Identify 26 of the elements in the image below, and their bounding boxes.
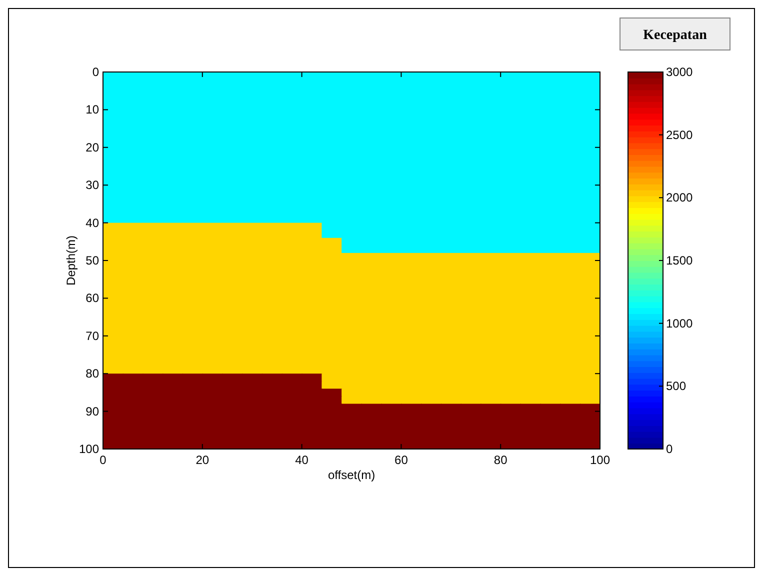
- x-axis-title: offset(m): [328, 468, 376, 482]
- y-tick-label: 50: [86, 254, 100, 268]
- color-bar-title: Kecepatan: [643, 28, 708, 43]
- y-tick-label: 100: [78, 442, 100, 456]
- x-tick-label: 20: [196, 453, 210, 467]
- x-tick-label: 100: [590, 453, 610, 467]
- y-tick-label: 10: [86, 102, 100, 117]
- x-tick-label: 40: [295, 453, 309, 467]
- color-bar-label: 0: [666, 442, 673, 456]
- color-bar-label: 3000: [666, 65, 694, 79]
- color-bar-label: 500: [666, 379, 686, 394]
- y-tick-label: 70: [86, 328, 100, 343]
- y-tick-label: 90: [86, 404, 100, 418]
- y-tick-label: 30: [86, 178, 100, 192]
- color-bar-label: 1000: [666, 316, 694, 330]
- color-bar-label: 1500: [666, 254, 694, 268]
- y-tick-label: 60: [86, 291, 100, 306]
- y-tick-label: 40: [86, 216, 100, 230]
- color-bar-label: 2000: [666, 190, 694, 205]
- x-tick-label: 60: [394, 453, 408, 467]
- y-tick-label: 0: [92, 65, 100, 79]
- y-tick-label: 80: [86, 366, 100, 381]
- y-tick-label: 20: [86, 140, 100, 154]
- x-tick-label: 80: [494, 453, 508, 467]
- y-axis-title: Depth(m): [64, 235, 78, 286]
- color-bar-label: 2500: [666, 128, 694, 142]
